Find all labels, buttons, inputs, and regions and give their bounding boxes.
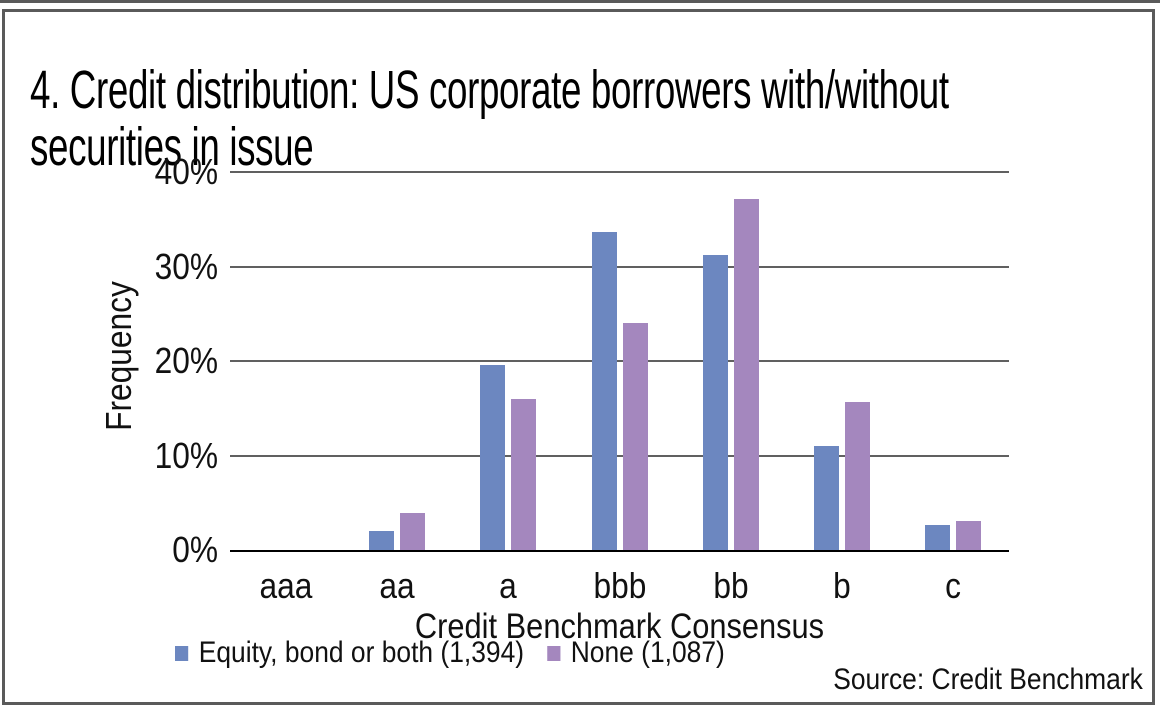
bar-series2-aa xyxy=(399,513,425,550)
legend-swatch-icon xyxy=(175,645,189,661)
bar-series2-c xyxy=(956,520,982,550)
x-tick-c: c xyxy=(945,565,962,606)
bar-series1-a xyxy=(480,364,506,550)
y-tick-20%: 20% xyxy=(154,340,218,381)
bar-series1-bbb xyxy=(591,231,617,550)
y-tick-0%: 0% xyxy=(172,529,218,570)
x-tick-aa: aa xyxy=(379,565,415,606)
x-tick-bb: bb xyxy=(713,565,749,606)
chart-title: 4. Credit distribution: US corporate bor… xyxy=(30,60,949,178)
plot-area xyxy=(230,171,1009,552)
gridline-30 xyxy=(230,265,1009,268)
bar-series2-bb xyxy=(733,199,759,550)
y-tick-10%: 10% xyxy=(154,434,218,476)
y-tick-40%: 40% xyxy=(154,151,218,192)
y-tick-30%: 30% xyxy=(154,245,218,287)
x-tick-aaa: aaa xyxy=(259,565,313,606)
bar-series2-bbb xyxy=(622,323,648,550)
legend-label: Equity, bond or both (1,394) xyxy=(198,636,525,669)
legend: Equity, bond or both (1,394) None (1,087) xyxy=(175,633,725,673)
bar-series2-b xyxy=(845,401,871,550)
legend-label: None (1,087) xyxy=(570,636,725,669)
x-axis-line xyxy=(230,550,1009,552)
bar-series1-b xyxy=(814,446,840,550)
x-tick-bbb: bbb xyxy=(593,565,646,606)
top-border-line xyxy=(0,0,1160,3)
x-tick-a: a xyxy=(499,565,518,606)
bar-series1-c xyxy=(925,524,951,550)
x-axis-title: Credit Benchmark Consensus xyxy=(414,607,825,646)
source-note: Source: Credit Benchmark xyxy=(833,663,1143,696)
bar-series2-a xyxy=(511,398,537,550)
gridline-10 xyxy=(230,454,1009,457)
legend-item-1: Equity, bond or both (1,394) xyxy=(175,635,524,671)
x-tick-b: b xyxy=(833,565,851,606)
bar-series1-bb xyxy=(702,255,728,550)
chart-frame xyxy=(2,9,1155,705)
legend-item-2: None (1,087) xyxy=(546,635,725,671)
gridline-20 xyxy=(230,360,1009,362)
legend-swatch-icon xyxy=(546,645,561,661)
bar-series1-aa xyxy=(368,531,394,550)
gridline-40 xyxy=(230,171,1009,173)
